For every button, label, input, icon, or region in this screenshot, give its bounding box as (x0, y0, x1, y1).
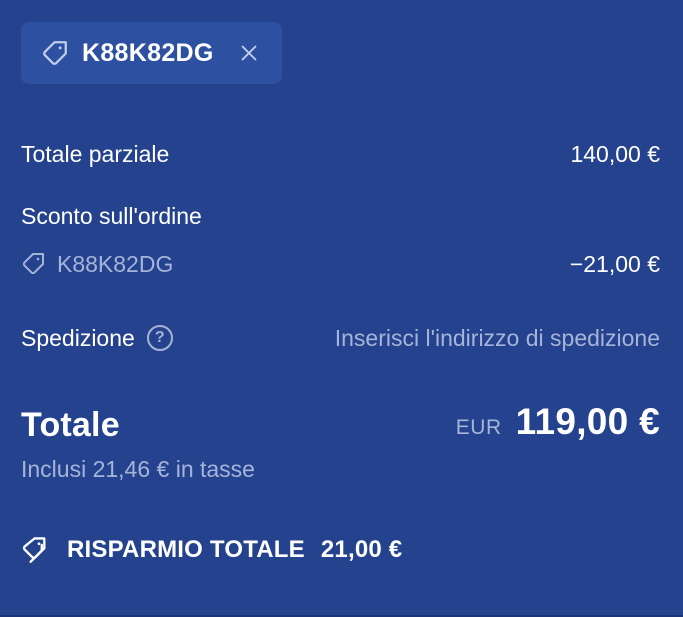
discount-section-label: Sconto sull'ordine (21, 203, 202, 229)
subtotal-row: Totale parziale 140,00 € (21, 140, 660, 168)
subtotal-label: Totale parziale (21, 141, 170, 167)
shipping-label-group: Spedizione ? (21, 324, 173, 352)
double-tag-icon (21, 535, 51, 565)
help-glyph: ? (154, 329, 165, 346)
savings-label: RISPARMIO TOTALE (67, 536, 305, 563)
total-value: 119,00 € (515, 401, 660, 442)
shipping-label: Spedizione (21, 325, 135, 351)
total-label: Totale (21, 406, 120, 444)
savings-value: 21,00 € (320, 536, 403, 563)
tag-icon (21, 252, 45, 276)
total-value-group: EUR 119,00 € (455, 401, 660, 442)
total-row: Totale EUR 119,00 € (21, 401, 660, 444)
help-icon[interactable]: ? (146, 325, 173, 351)
shipping-row: Spedizione ? Inserisci l'indirizzo di sp… (21, 324, 660, 352)
close-icon[interactable] (238, 42, 260, 64)
discount-code-chip: K88K82DG (21, 22, 282, 84)
total-savings-row: RISPARMIO TOTALE 21,00 € (21, 535, 660, 565)
tag-icon (41, 40, 68, 67)
currency-code: EUR (455, 416, 502, 439)
discount-value: −21,00 € (569, 251, 660, 277)
discount-code-text: K88K82DG (82, 38, 214, 67)
taxes-note: Inclusi 21,46 € in tasse (21, 456, 255, 482)
discount-code-line: K88K82DG (21, 250, 173, 278)
discount-code-text: K88K82DG (57, 251, 174, 277)
subtotal-value: 140,00 € (570, 141, 660, 167)
shipping-value: Inserisci l'indirizzo di spedizione (334, 325, 660, 351)
discount-row: K88K82DG −21,00 € (21, 250, 660, 278)
